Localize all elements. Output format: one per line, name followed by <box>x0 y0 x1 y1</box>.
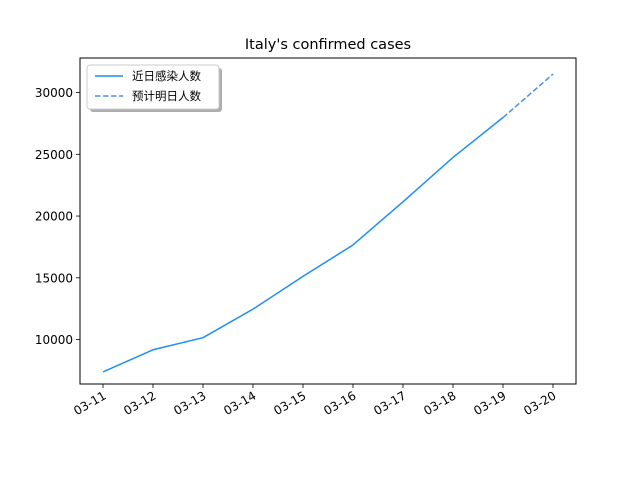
chart-title: Italy's confirmed cases <box>245 37 411 53</box>
y-tick-label: 10000 <box>35 333 73 347</box>
x-tick-label: 03-12 <box>121 388 158 418</box>
legend-label-recent: 近日感染人数 <box>132 69 201 83</box>
plot-frame <box>79 57 577 385</box>
x-axis: 03-11 03-12 03-13 03-14 03-15 03-16 03-17 03-18… <box>71 384 559 418</box>
x-tick-label: 03-15 <box>271 388 308 418</box>
y-tick-label: 30000 <box>35 86 73 100</box>
series-line-recent <box>102 116 504 373</box>
x-tick-label: 03-11 <box>71 388 108 418</box>
x-tick-label: 03-16 <box>321 388 358 418</box>
series-layer <box>102 73 554 373</box>
x-tick-label: 03-17 <box>371 388 408 418</box>
legend: 近日感染人数 预计明日人数 <box>86 64 222 112</box>
y-tick-label: 20000 <box>35 210 73 224</box>
x-tick-label: 03-18 <box>421 388 458 418</box>
y-tick-label: 15000 <box>35 271 73 285</box>
x-tick-label: 03-13 <box>171 388 208 418</box>
x-tick-label: 03-20 <box>521 388 558 418</box>
y-tick-label: 25000 <box>35 148 73 162</box>
legend-label-forecast: 预计明日人数 <box>132 89 201 103</box>
y-axis: 10000 15000 20000 25000 30000 <box>35 86 80 347</box>
series-line-forecast <box>502 73 554 119</box>
x-tick-label: 03-14 <box>221 388 258 418</box>
x-tick-label: 03-19 <box>471 388 508 418</box>
